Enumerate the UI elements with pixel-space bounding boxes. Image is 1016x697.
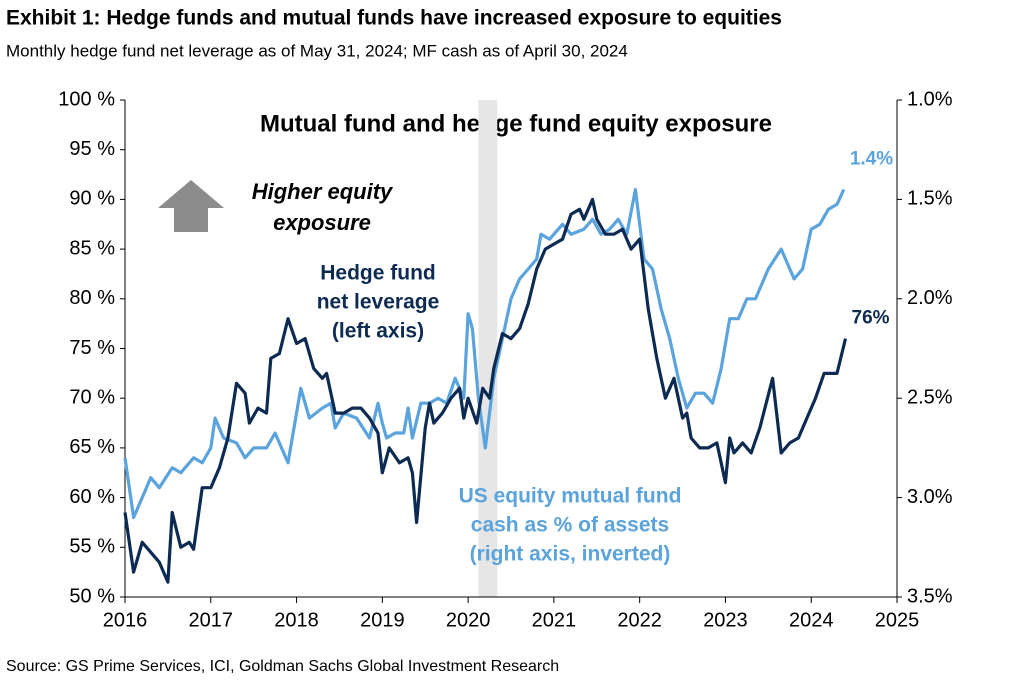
arrow-text: exposure — [273, 210, 371, 235]
x-tick-label: 2023 — [703, 609, 748, 631]
x-tick-label: 2024 — [789, 609, 834, 631]
series-label: net leverage — [317, 291, 440, 314]
x-tick-label: 2022 — [617, 609, 662, 631]
inner-title: Mutual fund and hedge fund equity exposu… — [260, 110, 772, 137]
y-tick-label: 60 % — [69, 486, 115, 508]
x-tick-label: 2020 — [446, 609, 491, 631]
y2-tick-label: 1.5% — [907, 188, 953, 210]
x-tick-label: 2025 — [875, 609, 920, 631]
x-tick-label: 2017 — [189, 609, 234, 631]
y-tick-label: 70 % — [69, 386, 115, 408]
y2-tick-label: 2.5% — [907, 386, 953, 408]
y2-tick-label: 2.0% — [907, 287, 953, 309]
data-line — [123, 197, 848, 584]
x-tick-label: 2021 — [532, 609, 577, 631]
chart-title: Exhibit 1: Hedge funds and mutual funds … — [6, 7, 782, 30]
arrow-icon — [158, 180, 224, 232]
highlight-band — [478, 100, 498, 597]
end-label: 76% — [852, 308, 890, 329]
series-label: cash as % of assets — [471, 514, 669, 537]
chart-subtitle: Monthly hedge fund net leverage as of Ma… — [6, 41, 628, 60]
y2-tick-label: 3.0% — [907, 486, 953, 508]
y-tick-label: 90 % — [69, 188, 115, 210]
y-tick-label: 55 % — [69, 536, 115, 558]
y-tick-label: 80 % — [69, 287, 115, 309]
series-label: Hedge fund — [320, 262, 436, 285]
series-label: US equity mutual fund — [459, 485, 682, 508]
end-label: 1.4% — [850, 149, 893, 170]
y-tick-label: 75 % — [69, 337, 115, 359]
series-label: (left axis) — [332, 320, 424, 343]
y2-tick-label: 1.0% — [907, 88, 953, 110]
y-tick-label: 95 % — [69, 138, 115, 160]
source: Source: GS Prime Services, ICI, Goldman … — [6, 658, 559, 675]
x-tick-label: 2016 — [103, 609, 148, 631]
y-tick-label: 100 % — [58, 88, 115, 110]
x-tick-label: 2019 — [360, 609, 405, 631]
x-tick-label: 2018 — [274, 609, 319, 631]
y-tick-label: 65 % — [69, 436, 115, 458]
y-tick-label: 85 % — [69, 237, 115, 259]
y2-tick-label: 3.5% — [907, 585, 953, 607]
data-line — [123, 187, 846, 520]
y-tick-label: 50 % — [69, 585, 115, 607]
series-label: (right axis, inverted) — [470, 543, 671, 566]
arrow-text: Higher equity — [252, 179, 394, 204]
